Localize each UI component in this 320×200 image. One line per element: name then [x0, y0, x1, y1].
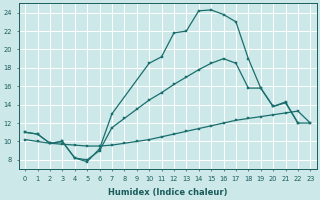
X-axis label: Humidex (Indice chaleur): Humidex (Indice chaleur) — [108, 188, 228, 197]
